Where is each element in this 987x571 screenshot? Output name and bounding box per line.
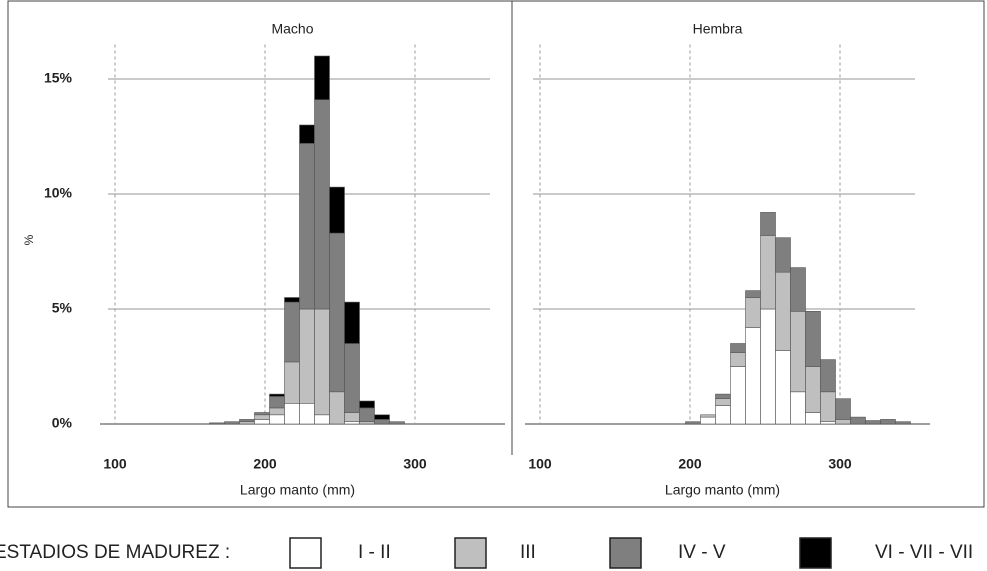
x-axis-label: Largo manto (mm): [665, 482, 780, 498]
x-tick-label: 200: [678, 456, 702, 472]
bar-segment: [805, 412, 821, 425]
legend-swatch: [289, 537, 322, 569]
x-tick-label: 100: [528, 456, 552, 472]
bar-segment: [224, 421, 240, 425]
bar-segment: [745, 297, 761, 328]
bar-segment: [314, 99, 330, 310]
bar-segment: [269, 393, 285, 397]
bar-segment: [359, 407, 375, 422]
bar-segment: [805, 366, 821, 413]
legend-label: IV - V: [678, 542, 726, 563]
bar-segment: [895, 421, 911, 425]
legend-label: III: [520, 542, 536, 563]
bar-segment: [239, 421, 255, 425]
bar-segment: [329, 186, 345, 234]
bar-segment: [790, 267, 806, 312]
bar-segment: [299, 143, 315, 310]
bar-segment: [880, 419, 896, 425]
bar-segment: [299, 308, 315, 404]
bar-segment: [254, 414, 270, 420]
bar-segment: [254, 412, 270, 416]
frame: [7, 0, 985, 508]
bar-segment: [730, 366, 746, 425]
panel-title: Hembra: [693, 21, 743, 37]
bar-segment: [314, 414, 330, 425]
legend-swatch: [454, 537, 487, 569]
bar-segment: [820, 421, 836, 425]
bar-segment: [790, 391, 806, 425]
bar-segment: [760, 212, 776, 236]
y-tick-label: 10%: [44, 185, 73, 201]
bar-segment: [284, 297, 300, 303]
bar-segment: [299, 124, 315, 144]
bar-segment: [865, 420, 881, 425]
bar-segment: [359, 421, 375, 425]
x-tick-label: 100: [103, 456, 127, 472]
bar-segment: [730, 352, 746, 367]
bar-segment: [775, 350, 791, 425]
bar-segment: [374, 419, 390, 425]
bar-segment: [745, 327, 761, 425]
bar-segment: [715, 405, 731, 425]
bar-segment: [329, 232, 345, 393]
bar-segment: [344, 343, 360, 413]
bar-segment: [239, 419, 255, 422]
bar-segment: [820, 359, 836, 393]
bar-segment: [359, 400, 375, 409]
bar-segment: [775, 271, 791, 351]
legend-title: ESTADIOS DE MADUREZ :: [0, 542, 230, 563]
bar-segment: [775, 237, 791, 273]
bar-segment: [299, 402, 315, 425]
bar-segment: [820, 391, 836, 422]
legend-label: VI - VII - VII: [875, 542, 973, 563]
bar-segment: [700, 416, 716, 425]
bar-segment: [269, 396, 285, 409]
x-tick-label: 200: [253, 456, 277, 472]
panel-title: Macho: [271, 21, 313, 37]
bar-segment: [344, 412, 360, 422]
legend-swatch: [799, 537, 832, 569]
bar-segment: [269, 407, 285, 416]
bar-segment: [715, 398, 731, 406]
bar-segment: [329, 391, 345, 425]
x-tick-label: 300: [403, 456, 427, 472]
bar-segment: [685, 421, 701, 425]
bar-segment: [269, 414, 285, 425]
y-tick-label: 15%: [44, 70, 73, 86]
bar-segment: [835, 398, 851, 420]
bar-segment: [730, 343, 746, 353]
bar-segment: [850, 416, 866, 425]
bar-segment: [344, 421, 360, 425]
bar-segment: [284, 402, 300, 425]
bar-segment: [284, 361, 300, 404]
legend-label: I - II: [358, 542, 391, 563]
bar-segment: [314, 55, 330, 101]
bar-segment: [745, 290, 761, 298]
bar-segment: [344, 301, 360, 344]
bar-segment: [835, 419, 851, 425]
y-tick-label: 0%: [52, 415, 73, 431]
y-tick-label: 5%: [52, 300, 73, 316]
bar-segment: [209, 422, 225, 425]
bar-segment: [760, 235, 776, 310]
bar-segment: [805, 310, 821, 367]
bar-segment: [700, 414, 716, 418]
legend-swatch: [609, 537, 642, 569]
y-axis-label: %: [22, 234, 36, 245]
bar-segment: [790, 310, 806, 393]
x-tick-label: 300: [828, 456, 852, 472]
bar-segment: [284, 301, 300, 363]
bar-segment: [374, 414, 390, 420]
x-axis-label: Largo manto (mm): [240, 482, 355, 498]
bar-segment: [715, 393, 731, 400]
bar-segment: [389, 421, 405, 425]
bar-segment: [314, 308, 330, 416]
bar-segment: [760, 308, 776, 425]
bar-segment: [254, 419, 270, 425]
